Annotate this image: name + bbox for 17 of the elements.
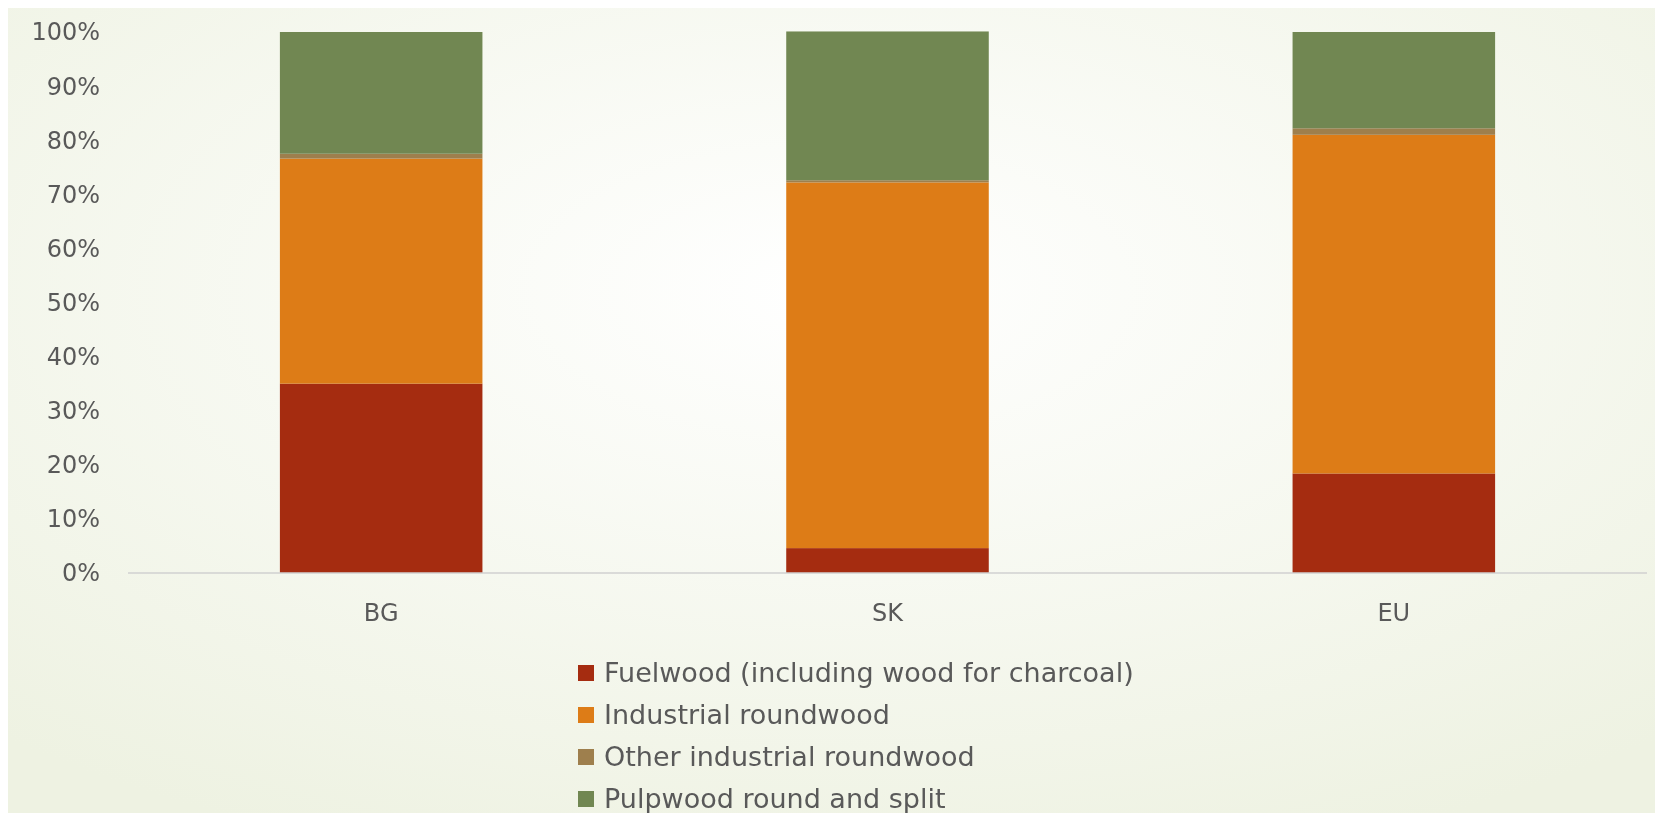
y-tick-label: 50% [46,288,100,317]
x-tick-label: BG [363,599,399,627]
y-tick-label: 60% [46,234,100,263]
y-tick-label: 100% [31,18,100,47]
y-tick-label: 10% [46,505,100,534]
y-tick-label: 0% [61,559,100,588]
y-tick-label: 20% [46,451,100,480]
y-tick-label: 30% [46,397,100,426]
y-tick-label: 80% [46,126,100,155]
y-tick-label: 40% [46,343,100,371]
legend-label: Other industrial roundwood [604,741,975,773]
x-tick-label: EU [1377,599,1411,627]
legend-label: Fuelwood (including wood for charcoal) [604,657,1134,689]
legend-label: Industrial roundwood [604,699,890,731]
y-tick-label: 90% [46,72,100,101]
y-tick-label: 70% [46,180,100,209]
x-tick-label: SK [872,599,905,627]
